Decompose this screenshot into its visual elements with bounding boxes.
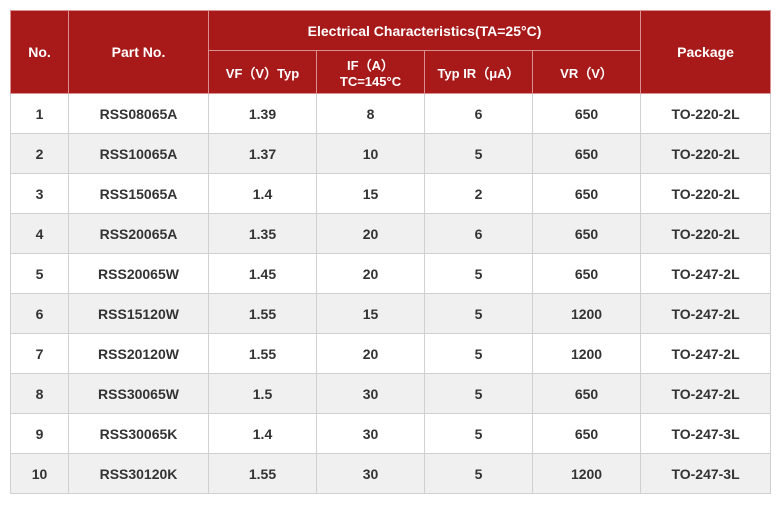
cell-no: 5 bbox=[11, 254, 69, 294]
cell-if: 20 bbox=[317, 214, 425, 254]
cell-pkg: TO-247-2L bbox=[641, 254, 771, 294]
cell-pkg: TO-247-2L bbox=[641, 374, 771, 414]
cell-ir: 6 bbox=[425, 94, 533, 134]
cell-ir: 5 bbox=[425, 334, 533, 374]
cell-vf: 1.55 bbox=[209, 294, 317, 334]
col-ir-header: Typ IR（μA） bbox=[425, 51, 533, 94]
cell-part: RSS08065A bbox=[69, 94, 209, 134]
cell-if: 30 bbox=[317, 414, 425, 454]
cell-ir: 5 bbox=[425, 414, 533, 454]
cell-ir: 2 bbox=[425, 174, 533, 214]
cell-vr: 650 bbox=[533, 374, 641, 414]
cell-ir: 5 bbox=[425, 374, 533, 414]
cell-vr: 650 bbox=[533, 214, 641, 254]
col-pkg-header: Package bbox=[641, 11, 771, 94]
table-row: 9RSS30065K1.4305650TO-247-3L bbox=[11, 414, 771, 454]
cell-ir: 6 bbox=[425, 214, 533, 254]
cell-part: RSS15065A bbox=[69, 174, 209, 214]
cell-no: 10 bbox=[11, 454, 69, 494]
table-row: 10RSS30120K1.553051200TO-247-3L bbox=[11, 454, 771, 494]
cell-if: 15 bbox=[317, 294, 425, 334]
cell-part: RSS30120K bbox=[69, 454, 209, 494]
table-row: 3RSS15065A1.4152650TO-220-2L bbox=[11, 174, 771, 214]
cell-no: 3 bbox=[11, 174, 69, 214]
cell-vr: 1200 bbox=[533, 454, 641, 494]
col-no-header: No. bbox=[11, 11, 69, 94]
cell-vf: 1.35 bbox=[209, 214, 317, 254]
cell-ir: 5 bbox=[425, 254, 533, 294]
cell-vr: 1200 bbox=[533, 334, 641, 374]
cell-part: RSS20065A bbox=[69, 214, 209, 254]
cell-pkg: TO-247-3L bbox=[641, 454, 771, 494]
col-if-header: IF（A） TC=145°C bbox=[317, 51, 425, 94]
cell-no: 4 bbox=[11, 214, 69, 254]
col-vr-header: VR（V） bbox=[533, 51, 641, 94]
cell-pkg: TO-220-2L bbox=[641, 134, 771, 174]
cell-vr: 1200 bbox=[533, 294, 641, 334]
cell-ir: 5 bbox=[425, 294, 533, 334]
cell-no: 9 bbox=[11, 414, 69, 454]
spec-table: No. Part No. Electrical Characteristics(… bbox=[10, 10, 771, 494]
table-header: No. Part No. Electrical Characteristics(… bbox=[11, 11, 771, 94]
cell-vf: 1.45 bbox=[209, 254, 317, 294]
cell-pkg: TO-220-2L bbox=[641, 214, 771, 254]
cell-vf: 1.55 bbox=[209, 334, 317, 374]
cell-pkg: TO-247-3L bbox=[641, 414, 771, 454]
cell-part: RSS15120W bbox=[69, 294, 209, 334]
cell-vf: 1.37 bbox=[209, 134, 317, 174]
table-body: 1RSS08065A1.3986650TO-220-2L2RSS10065A1.… bbox=[11, 94, 771, 494]
cell-vr: 650 bbox=[533, 174, 641, 214]
col-vf-header: VF（V）Typ bbox=[209, 51, 317, 94]
cell-vf: 1.39 bbox=[209, 94, 317, 134]
cell-vf: 1.55 bbox=[209, 454, 317, 494]
col-part-header: Part No. bbox=[69, 11, 209, 94]
cell-part: RSS20065W bbox=[69, 254, 209, 294]
cell-vf: 1.4 bbox=[209, 414, 317, 454]
cell-ir: 5 bbox=[425, 454, 533, 494]
table-row: 8RSS30065W1.5305650TO-247-2L bbox=[11, 374, 771, 414]
cell-if: 30 bbox=[317, 374, 425, 414]
col-group-header: Electrical Characteristics(TA=25°C) bbox=[209, 11, 641, 51]
cell-no: 8 bbox=[11, 374, 69, 414]
cell-vr: 650 bbox=[533, 94, 641, 134]
table-row: 1RSS08065A1.3986650TO-220-2L bbox=[11, 94, 771, 134]
cell-if: 20 bbox=[317, 254, 425, 294]
table-row: 4RSS20065A1.35206650TO-220-2L bbox=[11, 214, 771, 254]
table-row: 5RSS20065W1.45205650TO-247-2L bbox=[11, 254, 771, 294]
cell-vr: 650 bbox=[533, 254, 641, 294]
cell-pkg: TO-247-2L bbox=[641, 334, 771, 374]
cell-vr: 650 bbox=[533, 134, 641, 174]
cell-vr: 650 bbox=[533, 414, 641, 454]
cell-vf: 1.5 bbox=[209, 374, 317, 414]
cell-no: 2 bbox=[11, 134, 69, 174]
cell-part: RSS30065K bbox=[69, 414, 209, 454]
cell-part: RSS10065A bbox=[69, 134, 209, 174]
cell-pkg: TO-220-2L bbox=[641, 174, 771, 214]
cell-part: RSS30065W bbox=[69, 374, 209, 414]
cell-if: 15 bbox=[317, 174, 425, 214]
cell-if: 20 bbox=[317, 334, 425, 374]
cell-no: 1 bbox=[11, 94, 69, 134]
cell-if: 8 bbox=[317, 94, 425, 134]
cell-part: RSS20120W bbox=[69, 334, 209, 374]
cell-no: 6 bbox=[11, 294, 69, 334]
table-row: 2RSS10065A1.37105650TO-220-2L bbox=[11, 134, 771, 174]
cell-vf: 1.4 bbox=[209, 174, 317, 214]
table-row: 7RSS20120W1.552051200TO-247-2L bbox=[11, 334, 771, 374]
cell-ir: 5 bbox=[425, 134, 533, 174]
cell-no: 7 bbox=[11, 334, 69, 374]
cell-if: 30 bbox=[317, 454, 425, 494]
table-row: 6RSS15120W1.551551200TO-247-2L bbox=[11, 294, 771, 334]
cell-if: 10 bbox=[317, 134, 425, 174]
cell-pkg: TO-220-2L bbox=[641, 94, 771, 134]
cell-pkg: TO-247-2L bbox=[641, 294, 771, 334]
